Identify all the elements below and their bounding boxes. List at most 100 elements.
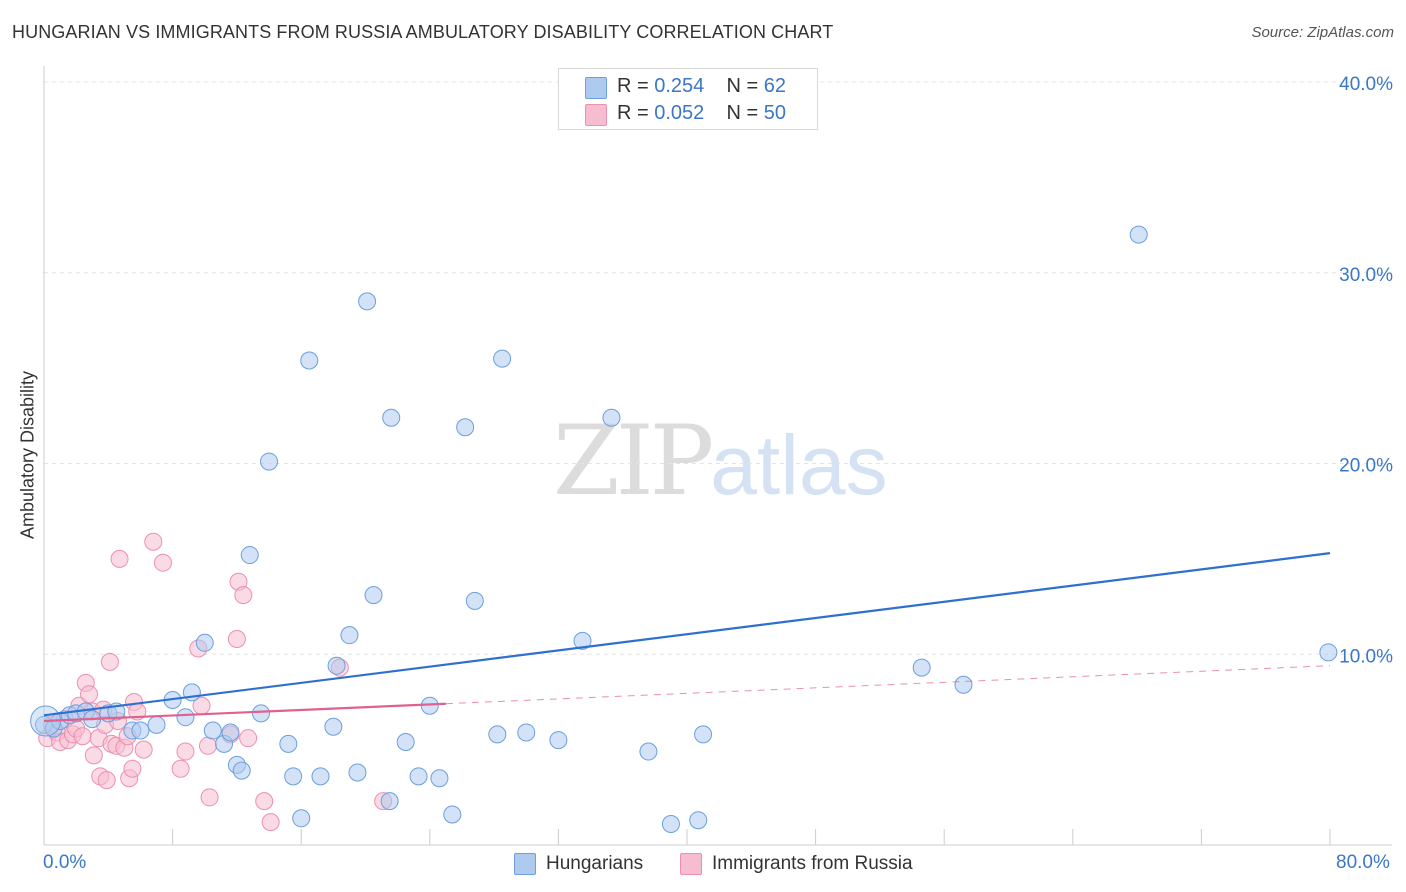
hungarian-point xyxy=(311,767,330,786)
hungarians-points xyxy=(30,225,1338,834)
hungarian-point xyxy=(203,721,222,740)
immigrant-point xyxy=(97,771,116,790)
immigrants-swatch xyxy=(585,104,607,126)
hungarian-point xyxy=(195,633,214,652)
hungarians-trend-line xyxy=(43,552,1331,717)
x-axis-max-label: 80.0% xyxy=(1336,852,1390,873)
hungarian-point xyxy=(147,715,166,734)
y-tick-labels: 10.0% 20.0% 30.0% 40.0% xyxy=(1339,74,1393,667)
immigrants-trend-line-solid xyxy=(43,702,446,723)
immigrants-legend-swatch xyxy=(680,853,702,875)
hungarian-point xyxy=(252,704,271,723)
immigrant-point xyxy=(200,788,219,807)
immigrant-point xyxy=(73,727,92,746)
immigrant-point xyxy=(134,740,153,759)
hungarian-point xyxy=(517,723,536,742)
immigrant-point xyxy=(198,736,217,755)
n-label: N = xyxy=(726,75,764,97)
hungarian-point xyxy=(1129,225,1148,244)
immigrant-point xyxy=(227,629,246,648)
immigrant-point xyxy=(80,685,99,704)
hungarian-point xyxy=(549,731,568,750)
y-tick-label: 40.0% xyxy=(1339,74,1393,95)
hungarian-point xyxy=(279,734,298,753)
immigrant-point xyxy=(100,652,119,671)
hungarian-point xyxy=(324,717,343,736)
hungarian-point xyxy=(232,761,251,780)
hungarian-point xyxy=(380,792,399,811)
hungarians-swatch xyxy=(585,77,607,99)
y-tick-label: 10.0% xyxy=(1339,646,1393,667)
immigrant-point xyxy=(176,742,195,761)
hungarian-point xyxy=(493,349,512,368)
hungarian-point xyxy=(292,809,311,828)
hungarian-point xyxy=(364,586,383,605)
immigrant-point xyxy=(234,586,253,605)
hungarian-point xyxy=(430,769,449,788)
immigrants-trend-line-dashed xyxy=(445,665,1331,705)
r-label: R = xyxy=(617,102,655,124)
immigrant-point xyxy=(110,549,129,568)
r-value: 0.254 xyxy=(654,75,705,97)
hungarian-point xyxy=(221,723,240,742)
hungarians-legend-label: Hungarians xyxy=(546,853,644,874)
hungarian-point xyxy=(661,815,680,834)
hungarian-point xyxy=(488,725,507,744)
y-tick-label: 20.0% xyxy=(1339,456,1393,477)
hungarian-point xyxy=(240,546,259,565)
hungarian-point xyxy=(176,708,195,727)
x-axis-min-label: 0.0% xyxy=(43,852,87,873)
hungarian-point xyxy=(573,631,592,650)
hungarian-point xyxy=(409,767,428,786)
r-label: R = xyxy=(617,75,655,97)
watermark: ZIPatlas xyxy=(553,405,888,517)
axis-layer xyxy=(43,66,1392,846)
watermark-atlas: atlas xyxy=(710,418,888,512)
immigrant-point xyxy=(171,759,190,778)
watermark-zip: ZIP xyxy=(553,405,714,517)
immigrant-point xyxy=(144,532,163,551)
hungarian-point xyxy=(260,452,279,471)
immigrant-point xyxy=(153,553,172,572)
hungarian-point xyxy=(689,811,708,830)
hungarian-point xyxy=(465,591,484,610)
hungarians-legend-swatch xyxy=(514,853,536,875)
hungarian-point xyxy=(396,732,415,751)
hungarian-point xyxy=(954,675,973,694)
n-label: N = xyxy=(726,102,764,124)
hungarian-point xyxy=(456,418,475,437)
immigrant-point xyxy=(84,746,103,765)
hungarian-point xyxy=(300,351,319,370)
hungarian-point xyxy=(340,626,359,645)
immigrant-point xyxy=(123,759,142,778)
stats-text-hungarians: R = 0.254 N = 62 xyxy=(617,75,786,98)
hungarian-point xyxy=(358,292,377,311)
hungarian-point xyxy=(382,408,401,427)
n-value: 50 xyxy=(763,102,787,124)
hungarian-point xyxy=(327,656,346,675)
stats-text-immigrants: R = 0.052 N = 50 xyxy=(617,102,786,125)
immigrants-legend-label: Immigrants from Russia xyxy=(712,853,913,874)
immigrant-point xyxy=(261,813,280,832)
immigrant-point xyxy=(239,729,258,748)
r-value: 0.052 xyxy=(654,102,705,124)
immigrant-point xyxy=(255,792,274,811)
hungarian-point xyxy=(694,725,713,744)
n-value: 62 xyxy=(763,75,787,97)
hungarian-point xyxy=(912,658,931,677)
hungarian-point xyxy=(131,721,150,740)
source-credit: Source: ZipAtlas.com xyxy=(1251,24,1394,41)
hungarian-point xyxy=(284,767,303,786)
grid-layer xyxy=(44,81,1392,655)
hungarian-point xyxy=(348,763,367,782)
immigrants-from-russia-points xyxy=(38,532,393,832)
y-tick-label: 30.0% xyxy=(1339,265,1393,286)
hungarian-point xyxy=(639,742,658,761)
hungarian-point xyxy=(1319,643,1338,662)
chart-title: HUNGARIAN VS IMMIGRANTS FROM RUSSIA AMBU… xyxy=(12,22,834,42)
stats-legend: R = 0.254 N = 62 R = 0.052 N = 50 xyxy=(558,68,818,130)
hungarian-point xyxy=(443,805,462,824)
trend-lines xyxy=(43,552,1331,723)
hungarian-point xyxy=(602,408,621,427)
